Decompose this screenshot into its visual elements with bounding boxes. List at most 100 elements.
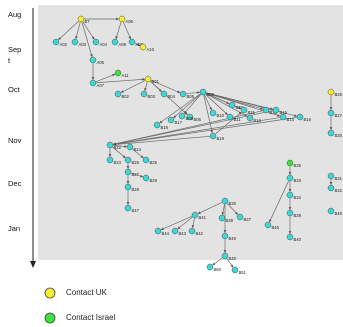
edge-b41-b44	[160, 216, 193, 230]
node-label-b12: B12	[254, 118, 262, 123]
node-label-b19: B19	[217, 136, 225, 141]
node-b18[interactable]	[153, 121, 161, 129]
node-b27r[interactable]	[327, 109, 335, 117]
node-b20[interactable]	[228, 101, 236, 109]
node-b10[interactable]	[209, 109, 217, 117]
node-a07[interactable]	[89, 79, 97, 87]
edge-b36-b38	[221, 204, 225, 215]
node-b02[interactable]	[114, 90, 122, 98]
node-b46r[interactable]	[327, 207, 335, 215]
node-a11[interactable]	[114, 69, 122, 77]
node-label-a03: A03	[79, 42, 87, 47]
edge-b09-b10	[204, 94, 212, 111]
node-b39[interactable]	[286, 209, 294, 217]
node-b41[interactable]	[191, 211, 199, 219]
edge-b05-b09	[186, 91, 200, 95]
node-b50[interactable]	[206, 263, 214, 271]
node-b38[interactable]	[218, 214, 226, 222]
node-b35[interactable]	[286, 159, 294, 167]
node-b49[interactable]	[221, 232, 229, 240]
node-b03[interactable]	[140, 90, 148, 98]
node-label-b47: B47	[132, 208, 140, 213]
node-b17[interactable]	[167, 116, 175, 124]
node-b21[interactable]	[240, 106, 248, 114]
node-b47[interactable]	[124, 204, 132, 212]
node-label-b33: B33	[294, 178, 302, 183]
edge-b01-b02	[120, 80, 146, 93]
node-b26r[interactable]	[327, 88, 335, 96]
node-a02[interactable]	[52, 38, 60, 46]
node-b12[interactable]	[246, 114, 254, 122]
node-b44[interactable]	[154, 227, 162, 235]
node-a10[interactable]	[139, 43, 147, 51]
node-label-b32: B32	[335, 188, 343, 193]
node-b13[interactable]	[262, 106, 270, 114]
node-label-b48: B48	[229, 256, 237, 261]
node-b40[interactable]	[286, 233, 294, 241]
node-b05[interactable]	[179, 90, 187, 98]
node-b32[interactable]	[327, 184, 335, 192]
node-a03[interactable]	[71, 38, 79, 46]
node-label-a09: A09	[136, 42, 144, 47]
node-b48[interactable]	[221, 252, 229, 260]
node-b45[interactable]	[264, 221, 272, 229]
node-a09[interactable]	[128, 38, 136, 46]
node-label-b46r: B46	[335, 211, 343, 216]
node-label-b39: B39	[294, 213, 302, 218]
node-b04[interactable]	[160, 90, 168, 98]
node-b25[interactable]	[142, 156, 150, 164]
node-a05[interactable]	[89, 56, 97, 64]
node-b11[interactable]	[226, 113, 234, 121]
edge-b14-b22	[113, 117, 280, 146]
node-label-b36: B36	[229, 201, 237, 206]
edge-b33-b45	[269, 180, 289, 223]
node-b24[interactable]	[126, 143, 134, 151]
node-b29[interactable]	[142, 174, 150, 182]
node-b22[interactable]	[106, 141, 114, 149]
month-label-dec: Dec	[8, 179, 22, 188]
node-b33[interactable]	[286, 174, 294, 182]
node-b14[interactable]	[279, 113, 287, 121]
node-label-b06: B06	[194, 117, 202, 122]
node-a08[interactable]	[111, 38, 119, 46]
node-label-b41: B41	[199, 215, 207, 220]
node-b36[interactable]	[221, 197, 229, 205]
edge-a06-a08	[115, 22, 122, 40]
node-b27[interactable]	[124, 168, 132, 176]
month-label-nov: Nov	[8, 136, 22, 145]
node-b43[interactable]	[171, 227, 179, 235]
node-b31[interactable]	[327, 172, 335, 180]
node-b15[interactable]	[272, 106, 280, 114]
node-label-b31: B31	[335, 176, 343, 181]
node-label-b14: B14	[287, 117, 295, 122]
edge-b22-b26	[112, 146, 126, 159]
node-label-b51: B51	[239, 270, 247, 275]
node-label-b44: B44	[162, 231, 170, 236]
node-b06[interactable]	[186, 113, 194, 121]
node-b30[interactable]	[327, 129, 335, 137]
node-b19[interactable]	[209, 132, 217, 140]
node-b23[interactable]	[106, 156, 114, 164]
node-b42[interactable]	[188, 227, 196, 235]
edge-b7-a02	[58, 21, 79, 40]
node-b34[interactable]	[286, 191, 294, 199]
node-label-b28: B28	[132, 187, 140, 192]
node-b08[interactable]	[178, 112, 186, 120]
node-b28[interactable]	[124, 183, 132, 191]
node-label-a06: A06	[126, 19, 134, 24]
node-b16[interactable]	[296, 113, 304, 121]
edge-b09-b11	[205, 94, 228, 115]
node-label-b35: B35	[294, 163, 302, 168]
node-b26[interactable]	[124, 156, 132, 164]
node-label-b08: B08	[186, 116, 194, 121]
node-b51[interactable]	[231, 266, 239, 274]
node-b09[interactable]	[199, 88, 207, 96]
node-b37[interactable]	[236, 213, 244, 221]
node-a04[interactable]	[92, 38, 100, 46]
node-b01[interactable]	[144, 75, 152, 83]
edge-b22-b24	[113, 144, 127, 148]
node-label-b26: B26	[132, 160, 140, 165]
time-axis-arrow-icon	[30, 261, 36, 268]
node-b7[interactable]	[77, 15, 85, 23]
node-a06[interactable]	[118, 15, 126, 23]
